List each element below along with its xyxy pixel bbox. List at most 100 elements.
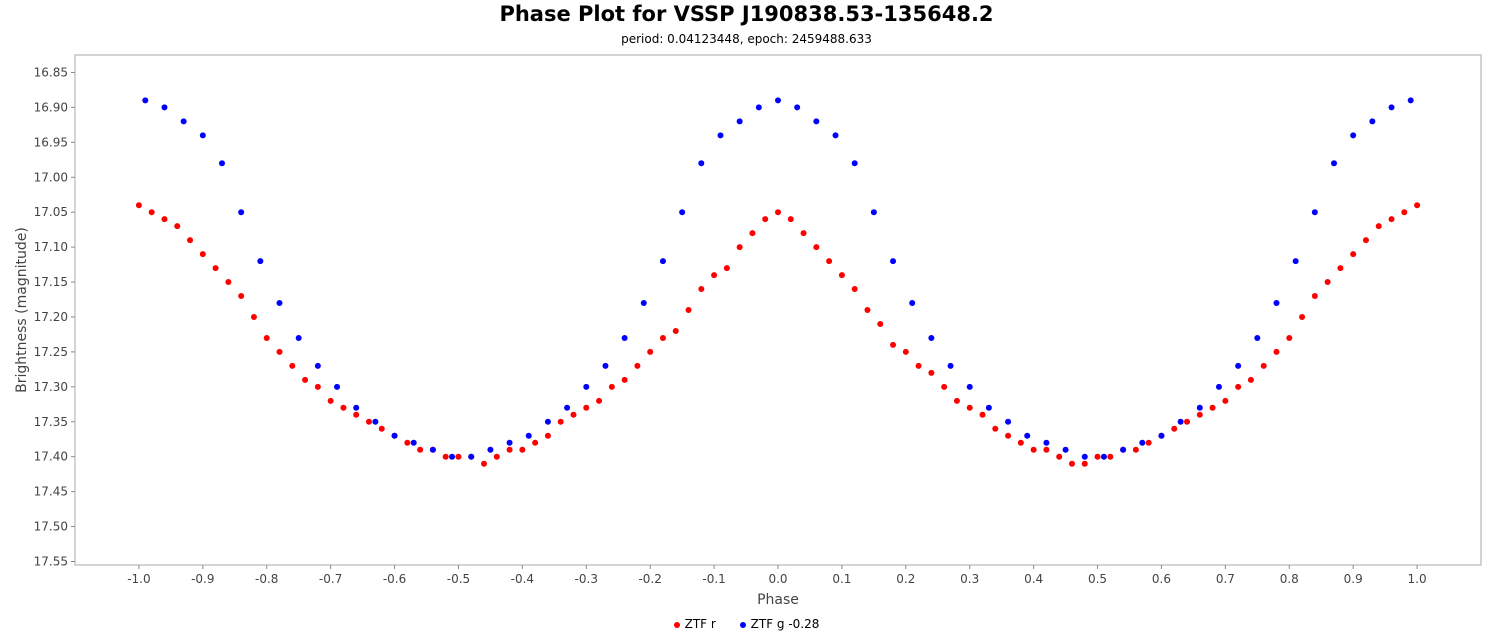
data-point-ztf-r — [877, 320, 884, 327]
data-point-ztf-r — [1184, 418, 1191, 425]
legend-item-ztf-g: ZTF g -0.28 — [739, 617, 820, 631]
data-point-ztf-r — [826, 258, 833, 265]
data-point-ztf-r — [736, 244, 743, 251]
data-point-ztf-g — [985, 404, 992, 411]
y-tick-label: 17.40 — [34, 450, 68, 464]
data-point-ztf-r — [1414, 202, 1421, 209]
data-point-ztf-r — [148, 209, 155, 216]
data-point-ztf-r — [570, 411, 577, 418]
y-axis-label: Brightness (magnitude) — [14, 227, 30, 393]
data-point-ztf-r — [1247, 376, 1254, 383]
x-tick-label: 0.2 — [896, 572, 915, 586]
data-point-ztf-r — [1375, 223, 1382, 230]
data-point-ztf-r — [1362, 237, 1369, 244]
x-tick-label: 0.1 — [832, 572, 851, 586]
data-point-ztf-g — [640, 300, 647, 307]
data-point-ztf-r — [302, 376, 309, 383]
data-point-ztf-r — [1171, 425, 1178, 432]
data-point-ztf-r — [289, 362, 296, 369]
data-point-ztf-r — [915, 362, 922, 369]
y-tick-label: 16.95 — [34, 135, 68, 149]
data-point-ztf-r — [544, 432, 551, 439]
data-point-ztf-r — [1017, 439, 1024, 446]
data-point-ztf-r — [634, 362, 641, 369]
data-point-ztf-g — [1292, 258, 1299, 265]
data-point-ztf-g — [1388, 104, 1395, 111]
legend-label-ztf-g: ZTF g -0.28 — [750, 617, 820, 631]
x-tick-label: -1.0 — [127, 572, 150, 586]
data-point-ztf-g — [468, 453, 475, 460]
chart-title: Phase Plot for VSSP J190838.53-135648.2 — [499, 2, 994, 26]
data-point-ztf-r — [1311, 293, 1318, 300]
data-point-ztf-g — [947, 362, 954, 369]
data-point-ztf-g — [410, 439, 417, 446]
data-point-ztf-r — [775, 209, 781, 216]
data-point-ztf-r — [813, 244, 820, 251]
data-point-ztf-g — [199, 132, 206, 139]
data-point-ztf-g — [794, 104, 801, 111]
data-point-ztf-g — [966, 383, 973, 390]
x-tick-label: -0.3 — [575, 572, 598, 586]
data-point-ztf-r — [953, 397, 960, 404]
x-axis-label: Phase — [757, 592, 799, 608]
data-point-ztf-g — [832, 132, 839, 139]
data-point-ztf-g — [1062, 446, 1069, 453]
data-point-ztf-r — [161, 216, 168, 223]
y-tick-label: 16.85 — [34, 65, 68, 79]
x-tick-label: 0.7 — [1216, 572, 1235, 586]
data-point-ztf-r — [314, 383, 321, 390]
data-point-ztf-r — [481, 460, 488, 467]
data-point-ztf-g — [1158, 432, 1165, 439]
x-tick-label: 0.8 — [1280, 572, 1299, 586]
y-tick-label: 17.55 — [34, 555, 68, 569]
data-point-ztf-r — [532, 439, 539, 446]
data-point-ztf-r — [890, 341, 897, 348]
data-point-ztf-r — [1196, 411, 1203, 418]
data-point-ztf-r — [1388, 216, 1395, 223]
data-point-ztf-r — [187, 237, 194, 244]
data-point-ztf-r — [749, 230, 756, 237]
data-point-ztf-g — [1215, 383, 1222, 390]
y-tick-label: 17.30 — [34, 380, 68, 394]
data-point-ztf-r — [1107, 453, 1114, 460]
data-point-ztf-r — [493, 453, 500, 460]
data-point-ztf-r — [1145, 439, 1152, 446]
data-point-ztf-g — [1177, 418, 1184, 425]
data-point-ztf-r — [199, 251, 206, 258]
legend-item-ztf-r: ZTF r — [673, 617, 716, 631]
x-tick-label: 0.3 — [960, 572, 979, 586]
y-tick-label: 16.90 — [34, 100, 68, 114]
data-point-ztf-g — [1120, 446, 1127, 453]
data-point-ztf-r — [1081, 460, 1088, 467]
data-point-ztf-r — [1324, 279, 1331, 286]
x-tick-label: 0.4 — [1024, 572, 1043, 586]
data-point-ztf-r — [1299, 313, 1306, 320]
data-point-ztf-g — [429, 446, 436, 453]
data-point-ztf-g — [353, 404, 360, 411]
data-point-ztf-r — [838, 272, 845, 279]
data-point-ztf-r — [276, 348, 283, 355]
data-point-ztf-r — [365, 418, 372, 425]
data-point-ztf-r — [1030, 446, 1037, 453]
data-point-ztf-r — [238, 293, 245, 300]
data-point-ztf-g — [813, 118, 820, 125]
x-tick-label: -0.5 — [447, 572, 470, 586]
x-tick-label: -0.4 — [511, 572, 534, 586]
data-point-ztf-g — [218, 160, 225, 167]
data-point-ztf-r — [864, 307, 871, 313]
data-point-ztf-r — [1222, 397, 1229, 404]
data-point-ztf-r — [711, 272, 718, 279]
data-point-ztf-g — [1005, 418, 1012, 425]
data-point-ztf-g — [1139, 439, 1146, 446]
data-point-ztf-r — [340, 404, 347, 411]
x-tick-label: -0.7 — [319, 572, 342, 586]
data-point-ztf-r — [1401, 209, 1408, 216]
x-tick-label: -0.9 — [191, 572, 214, 586]
data-point-ztf-g — [314, 362, 321, 369]
data-point-ztf-g — [1350, 132, 1357, 139]
data-point-ztf-g — [1235, 362, 1242, 369]
data-point-ztf-r — [979, 411, 986, 418]
data-point-ztf-r — [1068, 460, 1075, 467]
data-point-ztf-r — [608, 383, 615, 390]
data-point-ztf-g — [583, 383, 590, 390]
